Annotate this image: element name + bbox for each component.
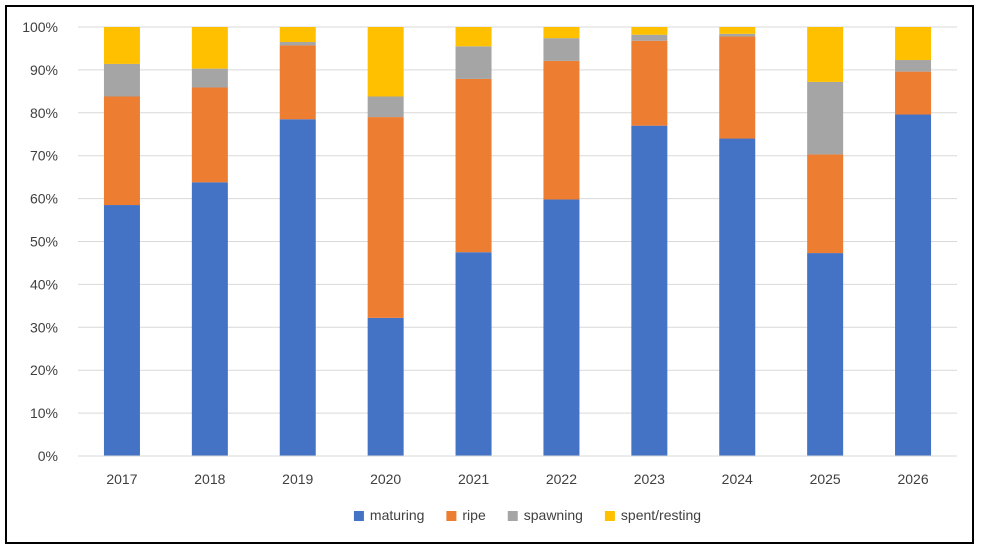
bar-ripe-2024	[719, 36, 756, 139]
bar-spent-resting-2025	[807, 27, 844, 82]
y-tick-label: 50%	[30, 234, 58, 250]
bar-ripe-2021	[455, 78, 492, 253]
legend-swatch-maturing	[353, 511, 364, 521]
legend: maturing ripe spawning spent/resting	[353, 507, 701, 523]
y-tick-label: 30%	[30, 319, 58, 335]
bar-maturing-2017	[103, 205, 140, 456]
bar-maturing-2026	[895, 114, 932, 457]
legend-label-maturing: maturing	[370, 507, 424, 523]
bar-spent-resting-2018	[191, 27, 228, 69]
x-tick-label: 2017	[106, 471, 137, 487]
bar-spent-resting-2026	[895, 27, 932, 61]
x-tick-label: 2021	[458, 471, 489, 487]
bar-spawning-2018	[191, 68, 228, 88]
bar-maturing-2018	[191, 182, 228, 456]
bar-spawning-2019	[279, 42, 316, 46]
x-tick-label: 2018	[194, 471, 225, 487]
bar-spawning-2024	[719, 33, 756, 37]
bar-spent-resting-2022	[543, 27, 580, 39]
x-tick-label: 2023	[634, 471, 665, 487]
bar-spawning-2026	[895, 60, 932, 72]
bar-ripe-2025	[807, 154, 844, 254]
y-tick-label: 90%	[30, 62, 58, 78]
bar-maturing-2019	[279, 119, 316, 457]
x-axis: 2017 2018 2019 2020 2021 2022 2023 2024 2025 2026	[78, 455, 957, 487]
bar-maturing-2025	[807, 253, 844, 456]
x-tick-label: 2025	[810, 471, 841, 487]
y-tick-label: 0%	[38, 448, 58, 464]
bar-ripe-2022	[543, 60, 580, 200]
legend-label-spent-resting: spent/resting	[621, 507, 701, 523]
x-tick-label: 2024	[722, 471, 753, 487]
y-axis: 0% 10% 20% 30% 40% 50% 60% 70% 80% 90% 100%	[22, 19, 58, 464]
x-tick-label: 2022	[546, 471, 577, 487]
bar-spent-resting-2023	[631, 27, 668, 35]
legend-swatch-spawning	[507, 511, 518, 521]
bar-ripe-2023	[631, 40, 668, 126]
bar-maturing-2024	[719, 138, 756, 457]
bar-maturing-2020	[367, 317, 404, 456]
legend-label-ripe: ripe	[462, 507, 486, 523]
x-tick-label: 2026	[897, 471, 928, 487]
bar-spawning-2017	[103, 63, 140, 97]
y-tick-label: 10%	[30, 405, 58, 421]
bar-maturing-2023	[631, 125, 668, 457]
bar-spent-resting-2024	[719, 27, 756, 34]
bar-spawning-2023	[631, 34, 668, 41]
bar-spawning-2020	[367, 96, 404, 118]
bar-spent-resting-2017	[103, 27, 140, 64]
bar-spent-resting-2021	[455, 27, 492, 47]
bar-ripe-2019	[279, 45, 316, 120]
bar-spent-resting-2020	[367, 27, 404, 97]
bar-ripe-2018	[191, 87, 228, 183]
legend-swatch-spent-resting	[604, 511, 615, 521]
bar-maturing-2021	[455, 252, 492, 456]
legend-swatch-ripe	[446, 511, 457, 521]
y-tick-label: 70%	[30, 148, 58, 164]
bar-spent-resting-2019	[279, 27, 316, 43]
bars	[103, 27, 932, 457]
bar-spawning-2025	[807, 81, 844, 155]
y-tick-label: 60%	[30, 191, 58, 207]
y-tick-label: 40%	[30, 276, 58, 292]
bar-ripe-2020	[367, 117, 404, 318]
y-tick-label: 20%	[30, 362, 58, 378]
bar-maturing-2022	[543, 199, 580, 456]
bar-ripe-2017	[103, 96, 140, 206]
x-tick-label: 2020	[370, 471, 401, 487]
x-tick-label: 2019	[282, 471, 313, 487]
bar-ripe-2026	[895, 71, 932, 115]
y-tick-label: 100%	[22, 19, 58, 35]
bar-spawning-2022	[543, 38, 580, 61]
legend-label-spawning: spawning	[524, 507, 583, 523]
y-tick-label: 80%	[30, 105, 58, 121]
bar-spawning-2021	[455, 46, 492, 79]
